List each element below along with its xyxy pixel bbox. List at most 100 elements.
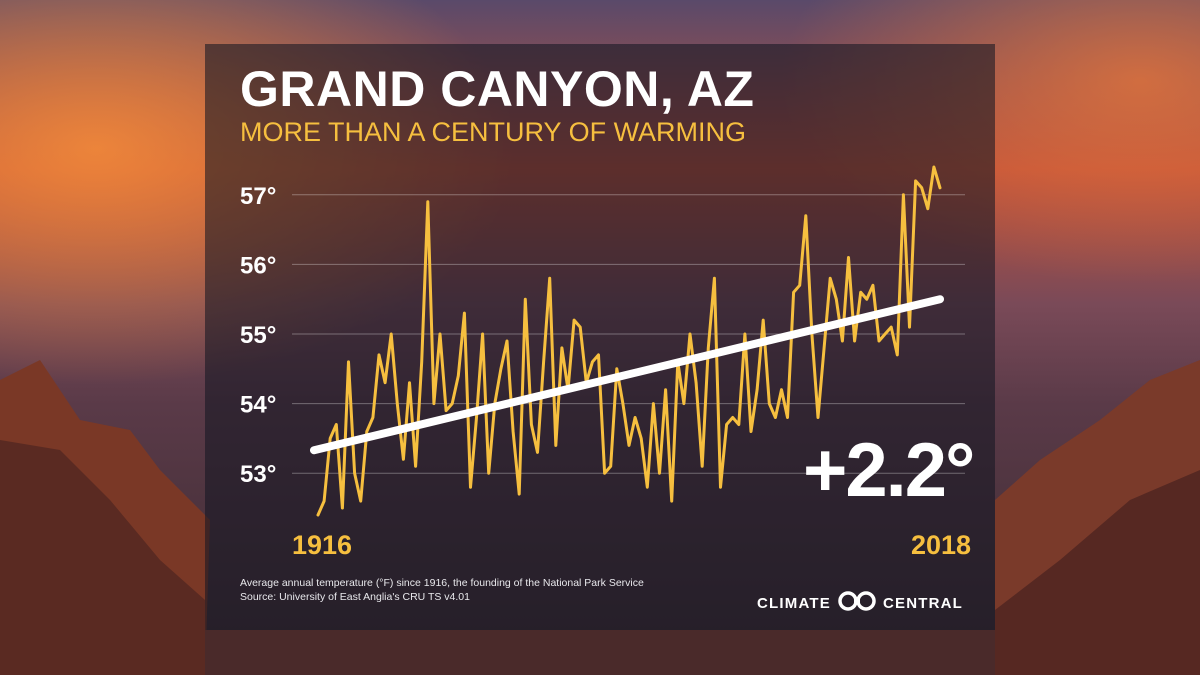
data-point: [579, 325, 582, 329]
data-point: [383, 381, 387, 384]
data-point: [871, 284, 875, 287]
chart-title: GRAND CANYON, AZ: [240, 61, 755, 117]
data-point: [646, 486, 649, 489]
data-point: [457, 374, 460, 377]
data-point: [755, 388, 759, 391]
data-point: [731, 416, 734, 419]
data-point: [890, 325, 893, 329]
data-point: [402, 458, 405, 461]
data-point: [359, 499, 362, 503]
x-axis-end-label: 2018: [911, 530, 972, 560]
data-point: [463, 311, 466, 315]
data-point: [938, 186, 942, 189]
data-point: [841, 339, 844, 343]
data-point: [780, 388, 783, 391]
chart-subtitle: MORE THAN A CENTURY OF WARMING: [240, 117, 747, 147]
data-point: [688, 332, 692, 336]
data-point: [786, 416, 789, 419]
data-point: [792, 291, 795, 294]
data-point: [524, 298, 527, 301]
data-point: [560, 346, 564, 350]
data-point: [511, 430, 515, 433]
data-point: [804, 214, 807, 217]
data-point: [658, 472, 661, 475]
data-point: [420, 360, 423, 364]
logo-word-right: CENTRAL: [882, 594, 964, 612]
data-point: [341, 506, 344, 510]
data-point: [609, 465, 612, 468]
data-point: [451, 402, 454, 405]
climate-central-logo: CLIMATE CENTRAL: [757, 590, 967, 617]
y-tick-label: 56°: [240, 252, 276, 279]
data-point: [444, 409, 448, 412]
x-axis-start-label: 1916: [292, 530, 353, 560]
data-point: [597, 353, 600, 357]
data-point: [682, 402, 686, 405]
data-point: [914, 179, 917, 183]
footnote-source: Source: University of East Anglia's CRU …: [240, 591, 470, 603]
data-point: [487, 472, 490, 475]
data-point: [829, 277, 832, 280]
data-point: [426, 200, 429, 203]
data-point: [774, 416, 777, 419]
chart-panel: [205, 44, 995, 630]
data-point: [603, 472, 606, 475]
data-point: [670, 499, 673, 503]
data-point: [548, 277, 551, 280]
data-point: [664, 388, 667, 391]
data-point: [615, 367, 618, 370]
data-point: [432, 402, 436, 405]
data-point: [377, 353, 381, 357]
data-point: [859, 291, 862, 294]
data-point: [316, 513, 320, 517]
data-point: [865, 298, 868, 301]
data-point: [719, 486, 722, 489]
data-point: [408, 381, 411, 384]
data-point: [353, 472, 356, 475]
data-point: [847, 256, 850, 259]
data-point: [853, 339, 856, 343]
data-point: [329, 437, 332, 440]
data-point: [621, 402, 625, 405]
y-tick-label: 53°: [240, 461, 276, 488]
data-point: [713, 277, 716, 280]
data-point: [438, 332, 442, 336]
data-point: [725, 423, 728, 426]
data-point: [902, 193, 905, 196]
data-point: [414, 465, 417, 468]
data-point: [920, 186, 923, 189]
data-point: [798, 284, 801, 287]
data-point: [371, 416, 375, 419]
y-tick-label: 57°: [240, 183, 276, 210]
data-point: [652, 402, 655, 405]
data-point: [322, 499, 326, 503]
data-point: [469, 486, 472, 489]
data-point: [877, 339, 881, 343]
data-point: [694, 381, 698, 384]
data-point: [347, 360, 350, 364]
data-point: [518, 492, 521, 496]
data-point: [762, 318, 765, 322]
data-point: [749, 430, 753, 433]
data-point: [768, 402, 771, 405]
data-point: [816, 416, 820, 419]
climate-central-logo-icon: [837, 590, 877, 617]
data-point: [926, 207, 929, 210]
data-point: [542, 360, 545, 364]
data-point: [627, 444, 631, 447]
data-point: [908, 325, 911, 329]
data-point: [835, 298, 838, 301]
data-point: [505, 339, 509, 343]
data-point: [530, 423, 533, 426]
data-point: [536, 451, 539, 454]
data-point: [591, 360, 594, 364]
trend-line: [310, 295, 944, 455]
data-point: [572, 318, 576, 322]
data-point: [822, 346, 826, 350]
data-point: [475, 416, 478, 419]
data-point: [896, 353, 899, 357]
data-point: [633, 416, 637, 419]
footnote-description: Average annual temperature (°F) since 19…: [240, 577, 644, 589]
y-tick-label: 54°: [240, 392, 276, 419]
